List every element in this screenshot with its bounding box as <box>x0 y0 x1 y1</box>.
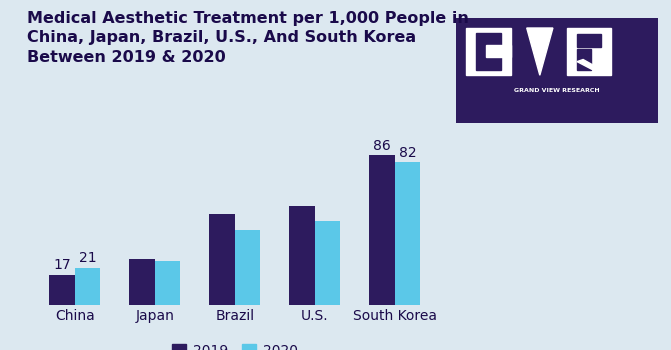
Text: 82: 82 <box>399 146 417 160</box>
Bar <box>130 259 155 304</box>
Bar <box>289 206 315 304</box>
Bar <box>577 49 591 70</box>
Text: GRAND VIEW RESEARCH: GRAND VIEW RESEARCH <box>514 89 600 93</box>
Bar <box>476 33 501 70</box>
Bar <box>567 28 611 75</box>
Text: 17: 17 <box>53 258 71 272</box>
Bar <box>155 261 180 304</box>
Bar <box>49 275 75 304</box>
Text: Medical Aesthetic Treatment per 1,000 People in
China, Japan, Brazil, U.S., And : Medical Aesthetic Treatment per 1,000 Pe… <box>27 10 469 65</box>
Bar <box>75 268 101 304</box>
Text: 86: 86 <box>373 139 391 153</box>
Legend: 2019, 2020: 2019, 2020 <box>172 344 298 350</box>
Text: 21: 21 <box>79 252 97 266</box>
Bar <box>235 230 260 304</box>
Bar <box>369 155 395 304</box>
Bar <box>486 45 511 57</box>
Polygon shape <box>577 60 611 75</box>
Bar <box>577 34 601 47</box>
Polygon shape <box>527 28 553 75</box>
Bar <box>395 162 421 304</box>
Bar <box>315 221 340 304</box>
Bar <box>209 214 235 304</box>
Bar <box>466 28 511 75</box>
